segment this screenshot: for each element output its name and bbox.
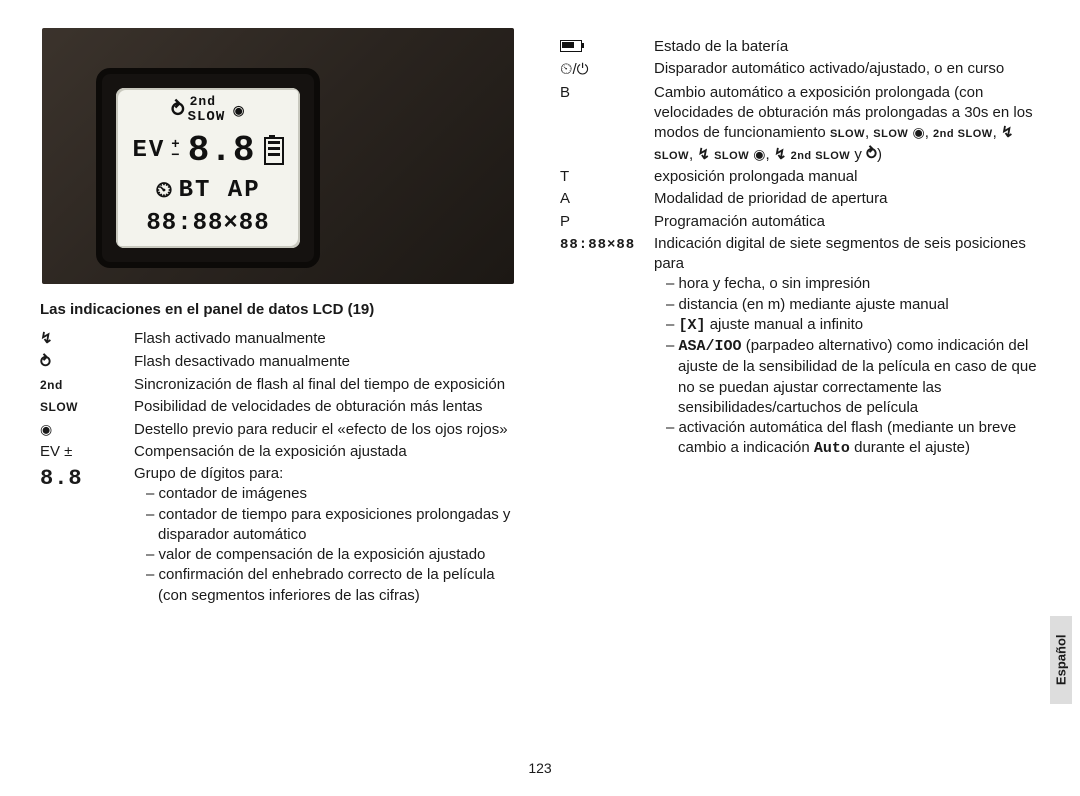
- sub-list-item: distancia (en m) mediante ajuste manual: [666, 295, 1050, 315]
- table-row: B Cambio automático a exposición prolonga…: [560, 82, 1050, 166]
- left-column: 2nd SLOW EV + − 8.8: [40, 28, 520, 607]
- lcd-digits: 8.8: [188, 127, 256, 176]
- sub-list: hora y fecha, o sin impresióndistancia (…: [654, 274, 1050, 459]
- eye-icon: [233, 96, 245, 126]
- description-cell: Compensación de la exposición ajustada: [134, 441, 520, 463]
- lcd-module: 2nd SLOW EV + − 8.8: [96, 68, 320, 268]
- sub-list-item: contador de tiempo para exposiciones pro…: [146, 505, 520, 546]
- description-cell: Destello previo para reducir el «efecto …: [134, 419, 520, 441]
- table-row: Destello previo para reducir el «efecto …: [40, 419, 520, 441]
- table-row: P Programación automática: [560, 211, 1050, 233]
- symbol-cell: /: [560, 58, 654, 82]
- lcd-line-3: ⏲ BT AP: [155, 175, 260, 207]
- description-cell: Cambio automático a exposición prolongad…: [654, 82, 1050, 166]
- table-row: 2nd Sincronización de flash al final del …: [40, 374, 520, 396]
- symbol-text: T: [560, 168, 569, 185]
- lcd-2nd: 2nd: [190, 96, 216, 108]
- right-symbol-table: Estado de la batería/Disparador automáti…: [560, 36, 1050, 461]
- power-icon: [577, 61, 589, 78]
- sub-list-item: activación automática del flash (mediant…: [666, 418, 1050, 460]
- description-cell: Posibilidad de velocidades de obturación…: [134, 396, 520, 418]
- lcd-screen: 2nd SLOW EV + − 8.8: [116, 88, 300, 248]
- symbol-cell: [40, 328, 134, 350]
- symbol-text: 88:88×88: [560, 237, 635, 253]
- table-row: 88:88×88 Indicación digital de siete segm…: [560, 233, 1050, 461]
- symbol-text: 2nd: [40, 378, 63, 392]
- sub-list: contador de imágenescontador de tiempo p…: [134, 484, 520, 606]
- symbol-cell: 8.8: [40, 463, 134, 607]
- description-cell: exposición prolongada manual: [654, 166, 1050, 188]
- symbol-cell: A: [560, 188, 654, 210]
- symbol-cell: [560, 36, 654, 58]
- table-row: A Modalidad de prioridad de apertura: [560, 188, 1050, 210]
- lcd-line-2: EV + − 8.8: [132, 127, 283, 176]
- table-row: 8.8 Grupo de dígitos para:contador de imá…: [40, 463, 520, 607]
- sub-list-item: [X] ajuste manual a infinito: [666, 315, 1050, 336]
- battery-icon: [560, 40, 582, 52]
- lcd-ev: EV: [132, 135, 165, 167]
- table-row: EV ± Compensación de la exposición ajusta…: [40, 441, 520, 463]
- symbol-cell: [40, 351, 134, 375]
- description-cell: Sincronización de flash al final del tie…: [134, 374, 520, 396]
- symbol-cell: T: [560, 166, 654, 188]
- battery-icon: [264, 137, 284, 165]
- table-row: Flash activado manualmente: [40, 328, 520, 350]
- lcd-line-1: 2nd SLOW: [171, 96, 245, 127]
- symbol-text: B: [560, 84, 570, 101]
- description-cell: Modalidad de prioridad de apertura: [654, 188, 1050, 210]
- description-cell: Grupo de dígitos para:contador de imágen…: [134, 463, 520, 607]
- sub-list-item: ASA/IOO (parpadeo alternativo) como indi…: [666, 336, 1050, 418]
- symbol-cell: P: [560, 211, 654, 233]
- timer-icon: ⏲: [155, 177, 174, 207]
- table-row: Flash desactivado manualmente: [40, 351, 520, 375]
- language-tab: Español: [1050, 616, 1072, 704]
- two-column-layout: 2nd SLOW EV + − 8.8: [40, 28, 1040, 607]
- document-page: 2nd SLOW EV + − 8.8: [0, 0, 1080, 796]
- right-column: Estado de la batería/Disparador automáti…: [560, 28, 1050, 607]
- table-row: SLOW Posibilidad de velocidades de obtura…: [40, 396, 520, 418]
- symbol-text: SLOW: [40, 400, 78, 414]
- symbol-text: P: [560, 213, 570, 230]
- flash-arrow-icon: [171, 96, 186, 126]
- language-tab-label: Español: [1052, 635, 1070, 686]
- description-cell: Estado de la batería: [654, 36, 1050, 58]
- symbol-text: 8.8: [40, 466, 83, 491]
- section-heading: Las indicaciones en el panel de datos LC…: [40, 300, 520, 320]
- lcd-date: 88:88×88: [146, 208, 269, 240]
- eye-icon: [40, 421, 52, 438]
- flash-on-icon: [40, 330, 53, 347]
- sub-list-item: valor de compensación de la exposición a…: [146, 545, 520, 565]
- lcd-line-4: 88:88×88: [146, 208, 269, 240]
- description-cell: Programación automática: [654, 211, 1050, 233]
- description-cell: Indicación digital de siete segmentos de…: [654, 233, 1050, 461]
- symbol-cell: SLOW: [40, 396, 134, 418]
- sub-list-item: confirmación del enhebrado correcto de l…: [146, 565, 520, 606]
- table-row: Texposición prolongada manual: [560, 166, 1050, 188]
- description-cell: Flash activado manualmente: [134, 328, 520, 350]
- description-cell: Disparador automático activado/ajustado,…: [654, 58, 1050, 82]
- symbol-cell: 2nd: [40, 374, 134, 396]
- description-cell: Flash desactivado manualmente: [134, 351, 520, 375]
- lcd-panel-photo: 2nd SLOW EV + − 8.8: [42, 28, 514, 284]
- symbol-cell: EV ±: [40, 441, 134, 463]
- lcd-slow: SLOW: [188, 108, 226, 127]
- symbol-text: A: [560, 190, 570, 207]
- flash-off-icon: [40, 354, 51, 371]
- lcd-minus: −: [171, 151, 181, 162]
- page-number: 123: [0, 759, 1080, 778]
- symbol-text: EV ±: [40, 443, 72, 460]
- lcd-btap: BT AP: [179, 175, 261, 207]
- symbol-cell: B: [560, 82, 654, 166]
- table-row: Estado de la batería: [560, 36, 1050, 58]
- timer-icon: [560, 61, 572, 78]
- left-symbol-table: Flash activado manualmenteFlash desactiv…: [40, 328, 520, 607]
- symbol-cell: [40, 419, 134, 441]
- sub-list-item: contador de imágenes: [146, 484, 520, 504]
- table-row: /Disparador automático activado/ajustado…: [560, 58, 1050, 82]
- symbol-cell: 88:88×88: [560, 233, 654, 461]
- sub-list-item: hora y fecha, o sin impresión: [666, 274, 1050, 294]
